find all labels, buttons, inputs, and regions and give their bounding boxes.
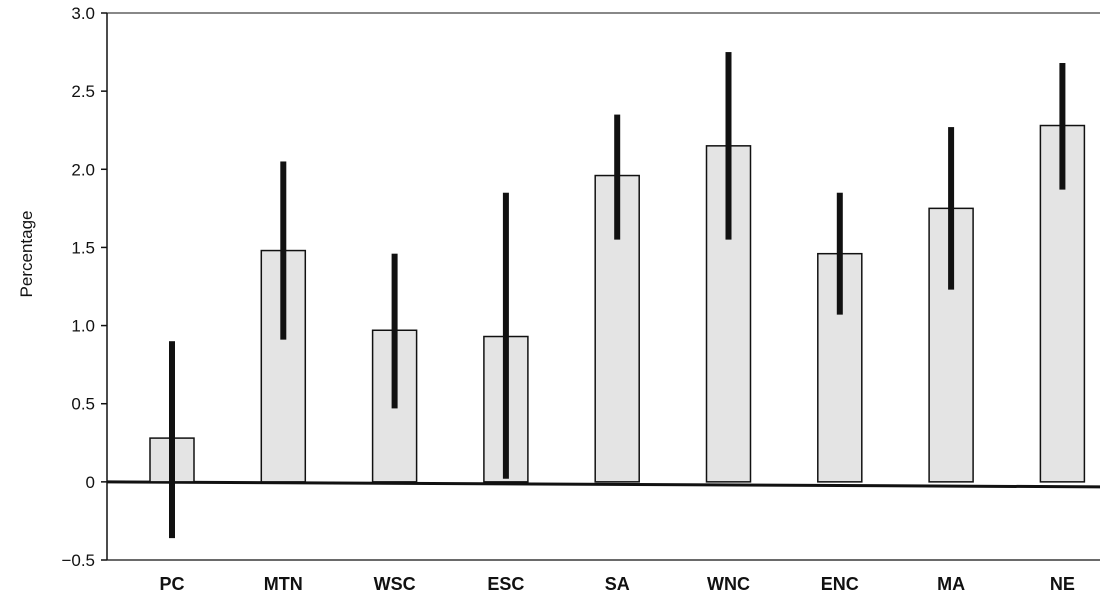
y-tick-label: 2.5 bbox=[71, 82, 95, 101]
y-axis-title: Percentage bbox=[17, 211, 36, 298]
x-tick-label: SA bbox=[605, 574, 630, 594]
error-bar-wnc bbox=[725, 52, 732, 240]
axes bbox=[101, 12, 1101, 561]
x-tick-label: MA bbox=[937, 574, 965, 594]
y-tick-label: 0 bbox=[86, 473, 95, 492]
error-bar-sa bbox=[614, 114, 621, 240]
x-tick-label: NE bbox=[1050, 574, 1075, 594]
y-tick-label: 1.0 bbox=[71, 317, 95, 336]
error-bar-esc bbox=[502, 192, 509, 479]
y-tick-label: 3.0 bbox=[71, 4, 95, 23]
y-tick-label: −0.5 bbox=[61, 551, 95, 570]
labels: −0.5 0 0.5 1.0 1.5 2.0 2.5 3.0 PC MTN WSC ESC SA WNC E… bbox=[61, 4, 1074, 594]
y-tick-label: 2.0 bbox=[71, 160, 95, 179]
x-tick-label: PC bbox=[159, 574, 184, 594]
error-bar-wsc bbox=[391, 253, 398, 409]
x-tick-label: MTN bbox=[264, 574, 303, 594]
zero-baseline bbox=[106, 480, 1101, 489]
error-bar-ma bbox=[948, 127, 955, 290]
error-bar-ne bbox=[1059, 63, 1066, 190]
x-tick-label: WSC bbox=[374, 574, 416, 594]
error-bars bbox=[169, 52, 1066, 539]
y-tick-label: 0.5 bbox=[71, 395, 95, 414]
x-tick-label: ENC bbox=[821, 574, 859, 594]
error-bar-pc bbox=[169, 341, 175, 539]
x-tick-label: WNC bbox=[707, 574, 750, 594]
error-bar-enc bbox=[836, 192, 843, 315]
error-bar-mtn bbox=[280, 161, 287, 340]
y-tick-label: 1.5 bbox=[71, 238, 95, 257]
x-tick-label: ESC bbox=[487, 574, 524, 594]
